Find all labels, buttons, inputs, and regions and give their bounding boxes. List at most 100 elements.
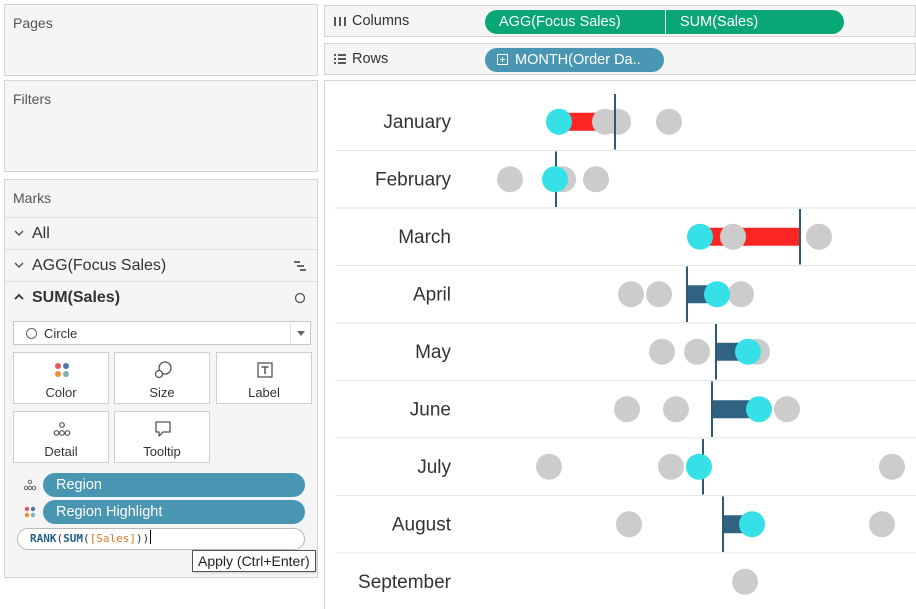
mark-type-dropdown[interactable]: Circle (13, 321, 311, 345)
region-dot (583, 166, 609, 193)
month-label: February (375, 169, 452, 190)
focus-region-dot (746, 396, 772, 423)
region-dot (728, 281, 754, 308)
calc-field: [Sales] (89, 532, 136, 545)
region-dot (684, 338, 710, 365)
region-dot (605, 108, 631, 135)
month-label: April (413, 284, 451, 305)
detail-button[interactable]: Detail (13, 411, 109, 463)
focus-region-dot (704, 281, 730, 308)
marks-card: Marks All AGG(Focus Sales) SUM(Sales) Ci… (4, 179, 318, 578)
region-dot (656, 108, 682, 135)
focus-region-dot (546, 108, 572, 135)
marks-layer-label: AGG(Focus Sales) (32, 257, 167, 274)
region-dot (497, 166, 523, 193)
chevron-down-icon (14, 262, 24, 269)
marks-layer-sum-sales[interactable]: SUM(Sales) (5, 281, 317, 313)
color-button-label: Color (45, 385, 77, 400)
calc-paren: ( (56, 532, 64, 545)
dot-bar-chart[interactable]: January February March April May June July Augu… (325, 81, 916, 609)
region-dot (646, 281, 672, 308)
region-dot (774, 396, 800, 423)
marks-layer-all[interactable]: All (5, 217, 317, 249)
columns-icon (334, 17, 346, 26)
tooltip-button-label: Tooltip (143, 444, 181, 459)
expand-plus-icon[interactable] (497, 54, 508, 65)
color-button[interactable]: Color (13, 352, 109, 404)
month-label: May (415, 342, 451, 363)
marks-layer-label: All (32, 225, 50, 242)
region-dot (806, 223, 832, 250)
size-button-label: Size (149, 385, 175, 400)
pages-title: Pages (13, 15, 53, 31)
text-caret (150, 530, 152, 544)
marks-title: Marks (13, 190, 52, 206)
chevron-down-icon (14, 230, 24, 237)
tooltip-bubble-icon (155, 421, 171, 437)
circle-mark-icon (294, 292, 306, 304)
columns-label: Columns (352, 13, 410, 29)
focus-region-dot (687, 223, 713, 250)
month-label: August (392, 514, 452, 535)
month-label: March (398, 227, 451, 248)
chevron-up-icon (14, 293, 24, 300)
label-button-label: Label (248, 385, 280, 400)
rows-icon (334, 54, 346, 64)
detail-dots-icon (23, 479, 37, 491)
calc-paren: )) (135, 532, 150, 545)
difference-bar (700, 227, 800, 246)
filters-card[interactable]: Filters (4, 80, 318, 172)
chevron-down-icon[interactable] (290, 322, 310, 344)
month-label: January (383, 112, 451, 133)
size-button[interactable]: Size (114, 352, 210, 404)
circle-icon (26, 328, 37, 339)
columns-shelf[interactable]: Columns AGG(Focus Sales) SUM(Sales) (324, 5, 916, 37)
focus-region-dot (739, 511, 765, 538)
detail-button-label: Detail (44, 444, 78, 459)
month-label: September (358, 572, 452, 593)
region-dot (616, 511, 642, 538)
rows-pill-month-order-date[interactable]: MONTH(Order Da.. (485, 48, 664, 72)
columns-pill-sum-sales[interactable]: SUM(Sales) (666, 10, 844, 34)
focus-region-dot (542, 166, 568, 193)
label-button[interactable]: Label (216, 352, 312, 404)
focus-region-dot (735, 338, 761, 365)
viz-area[interactable]: January February March April May June July Augu… (324, 80, 916, 609)
month-label: July (417, 457, 451, 478)
field-pill-region-highlight[interactable]: Region Highlight (43, 500, 305, 524)
marks-layer-focus-sales[interactable]: AGG(Focus Sales) (5, 249, 317, 281)
columns-pill-focus-sales[interactable]: AGG(Focus Sales) (485, 10, 665, 34)
color-dots-icon (55, 363, 69, 377)
region-dot (663, 396, 689, 423)
region-dot (869, 511, 895, 538)
region-dot (720, 223, 746, 250)
calc-function: RANK (30, 532, 57, 545)
calculation-input[interactable]: RANK(SUM([Sales])) (17, 528, 305, 550)
color-dots-icon (24, 506, 36, 518)
region-dot (658, 453, 684, 480)
apply-tooltip: Apply (Ctrl+Enter) (192, 550, 316, 572)
month-label: June (410, 399, 451, 420)
region-dot (614, 396, 640, 423)
field-pill-region[interactable]: Region (43, 473, 305, 497)
region-dot (536, 453, 562, 480)
rows-label: Rows (352, 51, 389, 67)
focus-region-dot (686, 453, 712, 480)
gantt-bar-icon (294, 261, 306, 271)
size-circles-icon (154, 361, 172, 379)
region-dot (732, 568, 758, 595)
text-label-icon (257, 362, 273, 378)
marks-layer-label: SUM(Sales) (32, 289, 121, 306)
calc-paren: ( (83, 532, 90, 545)
rows-shelf[interactable]: Rows MONTH(Order Da.. (324, 43, 916, 75)
region-dot (879, 453, 905, 480)
calc-function: SUM (63, 532, 83, 545)
region-dot (649, 338, 675, 365)
region-dot (618, 281, 644, 308)
rows-pill-label: MONTH(Order Da.. (515, 52, 641, 68)
filters-title: Filters (13, 91, 52, 107)
pages-card[interactable]: Pages (4, 4, 318, 76)
mark-type-value: Circle (44, 326, 78, 341)
detail-dots-icon (53, 422, 71, 436)
tooltip-button[interactable]: Tooltip (114, 411, 210, 463)
